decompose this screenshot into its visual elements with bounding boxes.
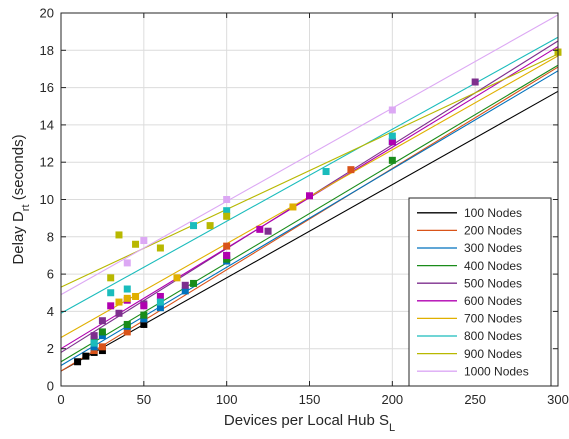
x-tick-label: 150 <box>299 392 321 407</box>
legend-label: 200 Nodes <box>464 224 522 238</box>
data-point <box>156 304 164 312</box>
data-point <box>471 78 479 86</box>
data-point <box>123 328 131 336</box>
data-point <box>223 242 231 250</box>
legend: 100 Nodes 200 Nodes 300 Nodes 400 Nodes 500 … <box>408 197 552 387</box>
y-tick-label: 14 <box>40 117 54 132</box>
y-axis-label-text: Delay D <box>10 211 27 265</box>
data-point <box>156 298 164 306</box>
data-point <box>388 106 396 114</box>
data-point <box>115 309 123 317</box>
y-tick-label: 8 <box>47 229 54 244</box>
data-point <box>223 196 231 203</box>
y-tick-label: 18 <box>40 43 54 58</box>
data-point <box>132 292 140 300</box>
data-point <box>156 292 164 300</box>
legend-label: 300 Nodes <box>464 241 522 255</box>
x-axis-label-text: Devices per Local Hub S <box>224 412 389 429</box>
data-point <box>115 231 123 239</box>
y-axis-label-subscript: rt <box>20 204 32 211</box>
data-point <box>123 259 131 267</box>
data-point <box>140 237 148 245</box>
data-point <box>388 132 396 140</box>
data-point <box>223 207 231 215</box>
data-point <box>388 138 396 146</box>
y-tick-label: 16 <box>40 80 54 95</box>
data-point <box>190 279 198 287</box>
data-point <box>90 335 98 343</box>
data-point <box>98 347 106 355</box>
y-tick-label: 20 <box>40 6 54 21</box>
data-point <box>90 332 98 340</box>
data-point <box>264 227 272 235</box>
data-point <box>256 225 264 233</box>
y-tick-label: 4 <box>47 304 54 319</box>
legend-label: 900 Nodes <box>464 347 522 361</box>
data-point <box>206 222 214 230</box>
x-tick-label: 0 <box>57 392 64 407</box>
data-point <box>115 298 123 306</box>
legend-label: 500 Nodes <box>464 276 522 290</box>
data-point <box>223 251 231 259</box>
data-point <box>223 212 231 220</box>
x-tick-label: 200 <box>381 392 403 407</box>
data-point <box>140 320 148 328</box>
data-point <box>82 352 90 360</box>
legend-label: 800 Nodes <box>464 329 522 343</box>
data-point <box>388 156 396 164</box>
legend-box <box>408 197 552 387</box>
data-point <box>289 203 297 211</box>
data-point <box>90 347 98 355</box>
data-point <box>107 289 115 297</box>
data-point <box>123 285 131 293</box>
legend-label: 600 Nodes <box>464 294 522 308</box>
data-point <box>322 168 330 176</box>
x-tick-label: 300 <box>547 392 569 407</box>
data-point <box>98 328 106 336</box>
data-point <box>98 317 106 325</box>
y-axis-label: Delay Drt (seconds) <box>10 134 32 264</box>
x-tick-label: 250 <box>464 392 486 407</box>
axis-ticks: 0 50 100 150 200 250 300 0 2 4 6 8 10 12 14 16 18 20 <box>40 6 569 408</box>
y-tick-label: 0 <box>47 379 54 394</box>
y-axis-label-suffix: (seconds) <box>10 134 27 204</box>
data-point <box>98 332 106 340</box>
data-point <box>173 274 181 282</box>
data-point <box>347 166 355 174</box>
data-point <box>181 287 189 295</box>
data-point <box>181 281 189 289</box>
data-point <box>90 343 98 351</box>
legend-label: 1000 Nodes <box>464 364 529 378</box>
x-axis-label: Devices per Local Hub SL <box>224 412 395 434</box>
y-tick-label: 10 <box>40 192 54 207</box>
legend-label: 100 Nodes <box>464 206 522 220</box>
data-point <box>90 339 98 347</box>
data-point <box>140 302 148 310</box>
data-point <box>123 320 131 328</box>
data-point <box>98 343 106 351</box>
y-tick-label: 12 <box>40 155 54 170</box>
data-point <box>132 240 140 248</box>
x-tick-label: 50 <box>137 392 151 407</box>
data-point <box>140 311 148 319</box>
x-axis-label-subscript: L <box>389 422 395 434</box>
data-point <box>190 222 198 230</box>
data-point <box>223 255 231 263</box>
data-point <box>156 244 164 252</box>
data-point <box>306 192 313 200</box>
legend-label: 700 Nodes <box>464 312 522 326</box>
y-tick-label: 6 <box>47 267 54 282</box>
data-point <box>123 294 131 302</box>
data-points <box>74 48 562 366</box>
data-point <box>107 274 115 282</box>
legend-label: 400 Nodes <box>464 259 522 273</box>
data-point <box>140 315 148 323</box>
data-point <box>74 358 82 366</box>
data-point <box>107 302 115 310</box>
y-tick-label: 2 <box>47 341 54 356</box>
x-tick-label: 100 <box>216 392 238 407</box>
fit-line <box>60 14 559 296</box>
